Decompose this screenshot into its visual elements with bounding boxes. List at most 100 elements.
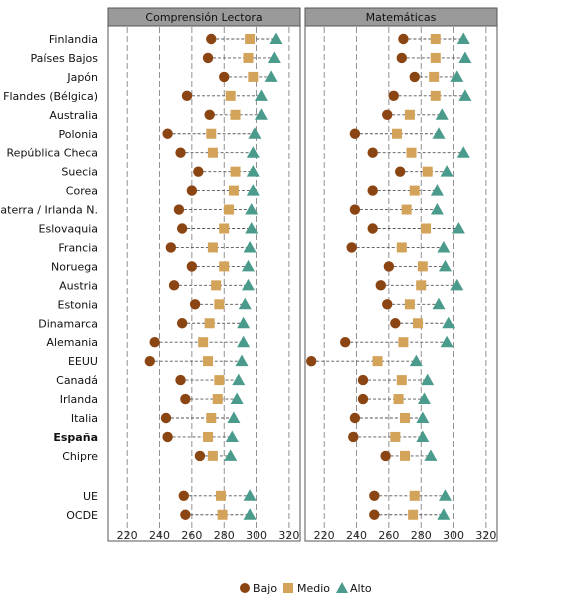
marker-alto-math-21 bbox=[416, 430, 430, 442]
marker-bajo-math-12 bbox=[383, 261, 395, 272]
marker-bajo-reading-5 bbox=[162, 128, 173, 139]
marker-bajo-math-18 bbox=[357, 374, 369, 386]
marker-medio-reading-12 bbox=[219, 261, 230, 272]
grid-lines bbox=[126, 27, 487, 540]
x-tick-label-reading-260: 260 bbox=[181, 529, 202, 542]
marker-alto-math-17 bbox=[409, 354, 423, 367]
panel-frame-left bbox=[107, 7, 301, 542]
marker-alto-reading-12 bbox=[241, 259, 255, 272]
legend-label-bajo: Bajo bbox=[253, 582, 277, 595]
marker-bajo-reading-15 bbox=[176, 318, 188, 329]
country-label-19: Irlanda bbox=[60, 393, 98, 406]
marker-bajo-reading-6 bbox=[175, 147, 186, 158]
marker-bajo-math-16 bbox=[340, 337, 351, 348]
marker-medio-math-11 bbox=[396, 242, 407, 253]
marker-bajo-reading-24 bbox=[180, 509, 191, 520]
marker-alto-math-9 bbox=[430, 203, 444, 215]
marker-alto-reading-16 bbox=[237, 335, 251, 348]
marker-medio-reading-6 bbox=[207, 147, 218, 158]
marker-bajo-math-2 bbox=[409, 71, 420, 83]
marker-medio-reading-13 bbox=[211, 280, 222, 291]
marker-bajo-reading-3 bbox=[181, 90, 193, 102]
marker-bajo-reading-11 bbox=[165, 242, 177, 253]
country-label-13: Austria bbox=[59, 279, 98, 292]
marker-alto-reading-14 bbox=[238, 297, 252, 310]
marker-medio-math-22 bbox=[400, 450, 411, 461]
marker-medio-reading-23 bbox=[215, 490, 226, 501]
marker-medio-math-23 bbox=[409, 490, 420, 501]
marker-alto-reading-21 bbox=[225, 430, 239, 442]
marker-medio-math-12 bbox=[417, 261, 428, 272]
marker-medio-math-7 bbox=[422, 166, 433, 177]
marker-bajo-reading-1 bbox=[202, 52, 214, 64]
country-label-11: Francia bbox=[58, 241, 98, 254]
legend-marker-alto bbox=[336, 582, 348, 593]
marker-bajo-reading-23 bbox=[178, 490, 189, 501]
marker-alto-reading-24 bbox=[243, 508, 257, 520]
marker-medio-math-3 bbox=[430, 90, 441, 101]
marker-bajo-math-11 bbox=[346, 242, 357, 253]
marker-medio-math-5 bbox=[391, 128, 402, 139]
marker-medio-reading-17 bbox=[203, 356, 214, 367]
marker-medio-reading-11 bbox=[207, 242, 218, 253]
x-tick-label-reading-280: 280 bbox=[214, 529, 235, 542]
country-label-12: Noruega bbox=[51, 260, 98, 273]
marker-bajo-math-4 bbox=[382, 109, 393, 121]
marker-alto-reading-4 bbox=[254, 108, 268, 120]
marker-bajo-reading-4 bbox=[204, 109, 215, 121]
marker-bajo-reading-13 bbox=[168, 280, 180, 291]
marker-medio-math-4 bbox=[404, 109, 415, 120]
marker-alto-math-8 bbox=[430, 184, 444, 196]
marker-medio-reading-8 bbox=[228, 185, 239, 196]
x-tick-label-reading-220: 220 bbox=[117, 529, 138, 542]
marker-alto-math-16 bbox=[440, 335, 454, 348]
connector-lines bbox=[149, 38, 465, 516]
marker-alto-math-10 bbox=[451, 222, 465, 234]
marker-bajo-reading-9 bbox=[173, 204, 185, 215]
panel-title-math: Matemáticas bbox=[366, 11, 437, 24]
marker-bajo-math-6 bbox=[367, 147, 378, 158]
legend-label-alto: Alto bbox=[350, 582, 372, 595]
marker-bajo-reading-19 bbox=[180, 393, 191, 405]
marker-alto-math-19 bbox=[417, 392, 431, 405]
country-label-15: Dinamarca bbox=[38, 317, 98, 330]
marker-bajo-reading-22 bbox=[194, 450, 206, 462]
country-label-5: Polonia bbox=[58, 128, 98, 141]
marker-alto-math-14 bbox=[432, 297, 446, 310]
country-label-9: Inglaterra / Irlanda N. bbox=[0, 204, 98, 217]
marker-alto-reading-0 bbox=[269, 32, 283, 44]
marker-bajo-reading-21 bbox=[162, 431, 173, 443]
marker-medio-reading-5 bbox=[206, 128, 217, 139]
x-tick-label-math-300: 300 bbox=[443, 529, 464, 542]
marker-alto-math-13 bbox=[450, 278, 464, 291]
marker-medio-math-13 bbox=[416, 280, 427, 291]
country-label-4: Australia bbox=[49, 109, 98, 122]
marker-alto-math-3 bbox=[458, 89, 472, 101]
country-label-24: OCDE bbox=[66, 509, 98, 522]
marker-alto-reading-10 bbox=[245, 222, 259, 234]
panel-title-reading: Comprensión Lectora bbox=[145, 11, 262, 24]
marker-alto-math-23 bbox=[438, 489, 452, 501]
marker-medio-reading-3 bbox=[225, 90, 236, 101]
marker-medio-math-20 bbox=[400, 413, 411, 423]
marker-alto-math-6 bbox=[456, 146, 470, 158]
marker-bajo-reading-10 bbox=[176, 223, 188, 234]
marker-medio-math-16 bbox=[398, 337, 409, 348]
marker-medio-math-8 bbox=[409, 185, 420, 196]
country-labels: Finlandia Países Bajos Japón Flandes (Bélgi… bbox=[0, 33, 98, 522]
country-label-18: Canadá bbox=[56, 374, 98, 387]
x-axis-tick-labels: 220 240 260 280 300 320 220 240 260 280 300 320 bbox=[117, 529, 497, 542]
marker-alto-reading-17 bbox=[235, 354, 249, 367]
marker-bajo-math-13 bbox=[375, 280, 386, 291]
marker-medio-reading-14 bbox=[214, 299, 225, 310]
country-label-22: Chipre bbox=[62, 450, 98, 463]
marker-bajo-math-24 bbox=[369, 509, 380, 520]
marker-medio-reading-2 bbox=[248, 71, 259, 82]
marker-medio-reading-4 bbox=[230, 109, 241, 120]
marker-bajo-reading-18 bbox=[175, 374, 186, 386]
legend-label-medio: Medio bbox=[297, 582, 330, 595]
marker-bajo-math-10 bbox=[367, 223, 378, 234]
marker-alto-reading-23 bbox=[243, 489, 257, 501]
marker-alto-reading-11 bbox=[243, 240, 257, 253]
marker-bajo-reading-8 bbox=[186, 185, 198, 196]
